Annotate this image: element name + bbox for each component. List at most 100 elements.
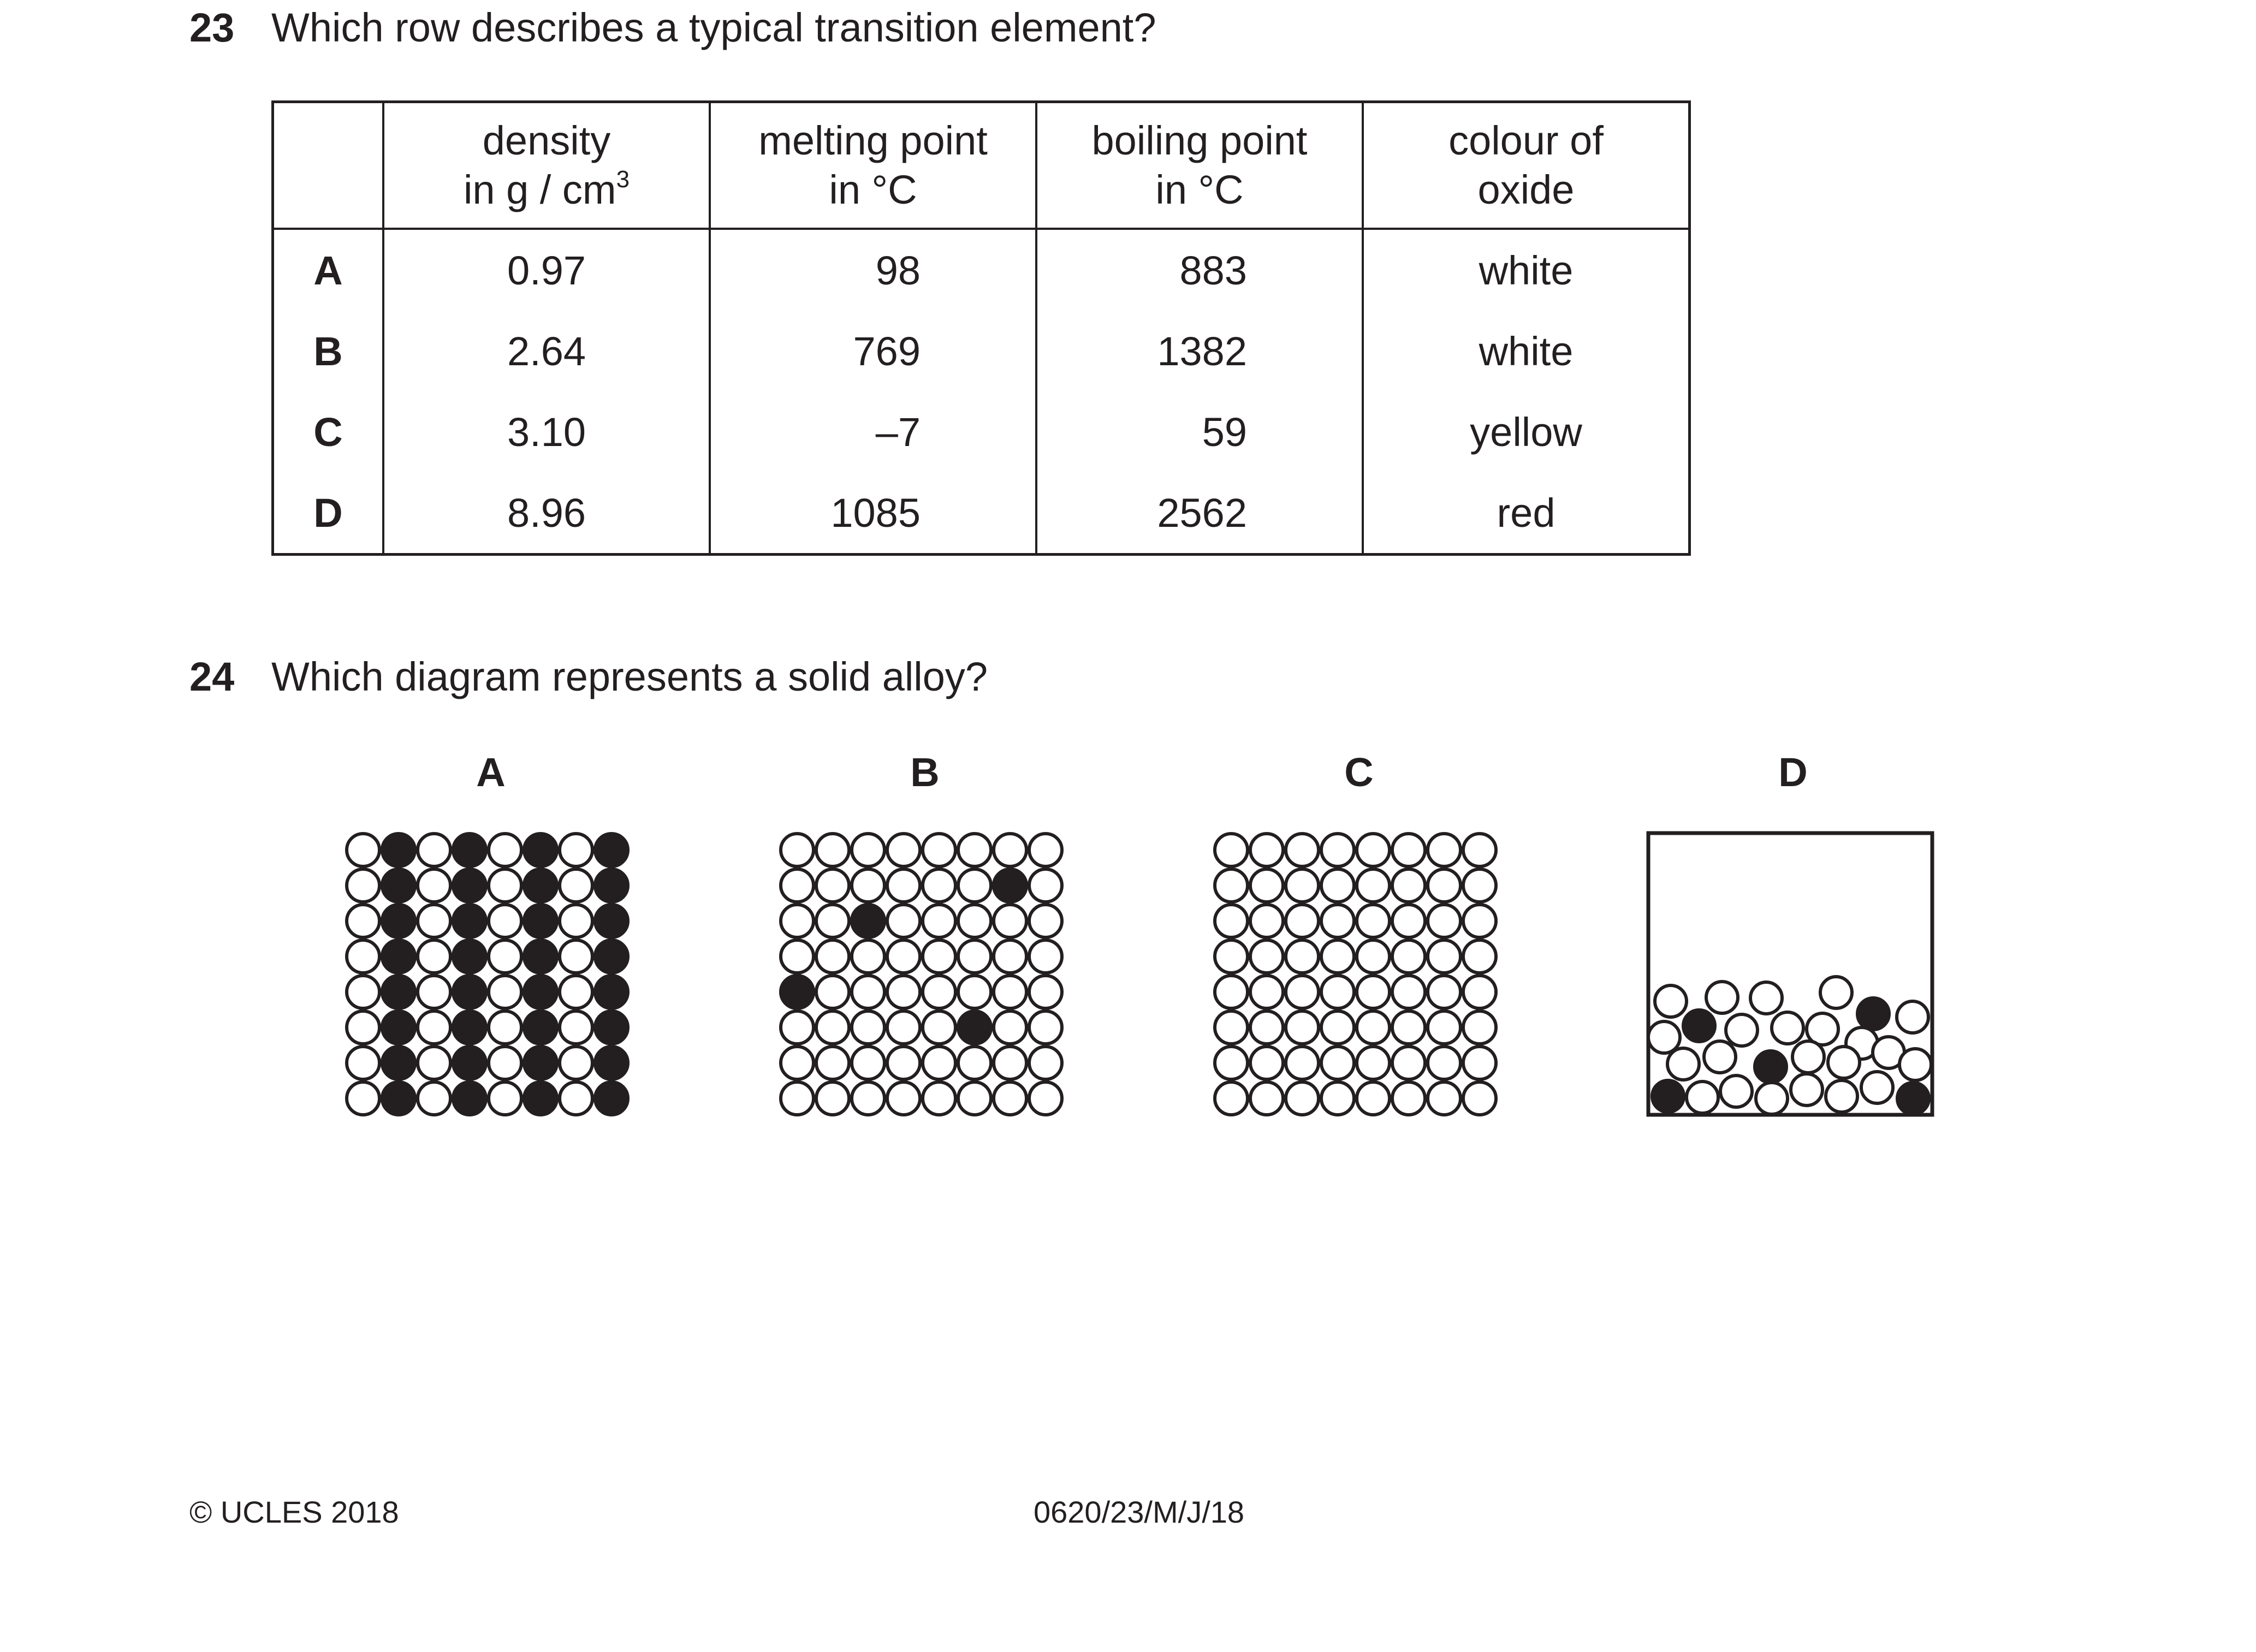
particle-light <box>1391 903 1427 939</box>
particle-dark <box>593 974 630 1010</box>
particle-light <box>850 867 886 904</box>
particle-light <box>1462 1045 1498 1081</box>
particle-light <box>558 867 594 904</box>
particle-light <box>1462 867 1498 904</box>
particle-light <box>1249 1009 1285 1045</box>
particle-light <box>1355 832 1391 868</box>
particle-light <box>1320 974 1356 1010</box>
particle-light <box>886 1009 922 1045</box>
particle-dark <box>1682 1008 1717 1043</box>
particle-light <box>1249 938 1285 974</box>
particle-light <box>779 867 815 904</box>
particle-dark <box>593 867 630 904</box>
particle-light <box>1249 867 1285 904</box>
particle-light <box>992 1045 1028 1081</box>
particle-light <box>921 832 957 868</box>
particle-light <box>1213 1080 1249 1116</box>
particle-dark <box>523 1009 559 1045</box>
table-row: C 3.10 –7 59 yellow <box>273 391 1690 472</box>
particle-light <box>487 974 523 1010</box>
footer-copyright: © UCLES 2018 <box>189 1495 399 1529</box>
particle-light <box>1391 938 1427 974</box>
particle-light <box>1705 980 1740 1015</box>
particle-light <box>1320 938 1356 974</box>
diagram-label-a: A <box>476 750 506 795</box>
melting-point-cell: 98 <box>709 229 1036 311</box>
particle-light <box>1724 1013 1759 1048</box>
particle-light <box>1320 1080 1356 1116</box>
particle-dark <box>452 1080 488 1116</box>
particle-light <box>1819 975 1854 1010</box>
particle-light <box>921 938 957 974</box>
particle-light <box>779 832 815 868</box>
particle-light <box>1355 1080 1391 1116</box>
row-letter: D <box>313 490 343 536</box>
particle-light <box>1284 1080 1320 1116</box>
particle-light <box>815 1045 851 1081</box>
particle-light <box>345 1080 381 1116</box>
particle-light <box>1754 1081 1789 1116</box>
particle-light <box>1666 1047 1701 1081</box>
particle-light <box>1213 867 1249 904</box>
particle-dark <box>593 1045 630 1081</box>
particle-dark <box>992 867 1028 904</box>
particle-light <box>1213 974 1249 1010</box>
particle-light <box>957 974 993 1010</box>
particle-light <box>992 938 1028 974</box>
particle-light <box>1789 1072 1824 1107</box>
particle-light <box>779 1009 815 1045</box>
particle-light <box>1426 903 1462 939</box>
particle-dark <box>523 867 559 904</box>
particle-dark <box>381 903 417 939</box>
density-cell: 8.96 <box>382 472 710 555</box>
particle-dark <box>452 938 488 974</box>
particle-light <box>1791 1039 1826 1074</box>
particle-light <box>1426 1045 1462 1081</box>
particle-light <box>1426 938 1462 974</box>
particle-light <box>345 903 381 939</box>
particle-dark <box>523 974 559 1010</box>
particle-light <box>1462 832 1498 868</box>
particle-light <box>957 1045 993 1081</box>
particle-light <box>1826 1045 1861 1080</box>
particle-light <box>558 832 594 868</box>
particle-light <box>416 867 452 904</box>
melting-point-cell: 1085 <box>709 472 1036 555</box>
particle-dark <box>523 1080 559 1116</box>
diagram-label-c: C <box>1344 750 1374 795</box>
particle-dark <box>452 1009 488 1045</box>
boiling-point-cell: 59 <box>1035 391 1363 472</box>
particle-light <box>1355 1045 1391 1081</box>
particle-light <box>1284 832 1320 868</box>
particle-light <box>815 974 851 1010</box>
particle-light <box>1249 974 1285 1010</box>
particle-light <box>886 1080 922 1116</box>
density-cell: 2.64 <box>382 311 710 391</box>
particle-light <box>1284 1009 1320 1045</box>
header-melting-point: melting point in °C <box>709 102 1036 230</box>
particle-dark <box>452 867 488 904</box>
particle-light <box>1462 903 1498 939</box>
header-colour-of-oxide: colour of oxide <box>1362 102 1690 230</box>
particle-light <box>416 938 452 974</box>
particle-light <box>886 938 922 974</box>
density-cell: 0.97 <box>382 229 710 311</box>
particle-light <box>957 867 993 904</box>
particle-light <box>921 1080 957 1116</box>
particle-light <box>921 1045 957 1081</box>
particle-light <box>921 867 957 904</box>
diagram-c-particles <box>1213 832 1498 1116</box>
particle-light <box>416 832 452 868</box>
particle-dark <box>381 938 417 974</box>
particle-light <box>1860 1070 1895 1105</box>
particle-light <box>886 867 922 904</box>
particle-dark <box>1896 1081 1931 1116</box>
footer-paper-code: 0620/23/M/J/18 <box>1034 1495 1245 1529</box>
particle-light <box>992 903 1028 939</box>
particle-light <box>1355 1009 1391 1045</box>
particle-light <box>558 1080 594 1116</box>
particle-light <box>779 938 815 974</box>
particle-light <box>886 903 922 939</box>
particle-light <box>345 1009 381 1045</box>
particle-light <box>345 938 381 974</box>
